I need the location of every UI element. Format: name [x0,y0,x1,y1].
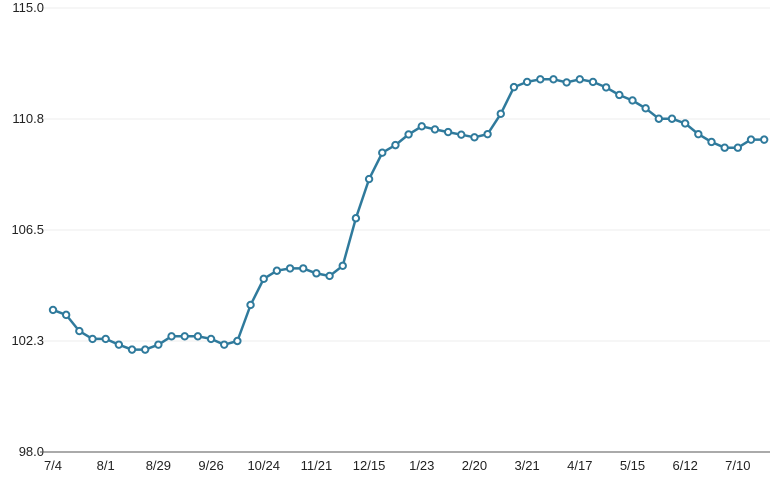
x-tick-label: 10/24 [247,458,280,473]
data-point [654,114,664,123]
data-point [127,345,137,354]
data-point [720,143,729,152]
x-tick-label: 2/20 [462,458,487,473]
data-point [325,271,334,281]
data-point [75,326,84,336]
x-tick-label: 11/21 [301,458,333,473]
y-tick-label: 110.8 [12,111,44,126]
data-point [707,137,716,147]
data-point [61,310,71,320]
data-point [193,332,203,341]
data-point [575,75,584,84]
data-point [206,334,216,344]
data-point [746,135,756,144]
data-point [351,214,361,223]
gridlines [40,7,770,342]
y-axis: 98.0 102.3 106.5 110.8 115.0 [11,0,44,459]
data-point [759,135,769,144]
data-point [48,305,58,315]
data-point [167,332,176,341]
data-point [588,77,598,87]
data-point [312,269,321,278]
data-point [536,75,545,84]
data-point [154,340,163,349]
x-tick-label: 8/1 [97,458,115,473]
data-point [628,96,637,105]
data-point [509,82,519,92]
data-point [364,174,374,184]
data-point [641,104,650,113]
data-point [496,109,505,118]
data-point [114,340,124,349]
data-point [180,332,189,341]
x-tick-label: 8/29 [146,458,171,473]
data-point [88,334,97,344]
data-point [733,143,743,152]
data-point [259,274,268,284]
x-tick-label: 4/17 [567,458,592,473]
data-point [233,336,242,346]
y-tick-label: 98.0 [19,444,44,459]
data-point [680,119,690,128]
x-tick-label: 6/12 [673,458,698,473]
y-tick-label: 106.5 [11,222,44,237]
data-point [549,75,558,84]
x-tick-label: 9/26 [198,458,223,473]
data-point [443,127,453,137]
data-points [48,75,769,354]
data-point [430,125,440,134]
data-point [522,77,532,87]
data-point [417,122,426,131]
data-point [272,266,282,275]
data-point [140,345,150,354]
data-point [246,300,255,310]
x-tick-label: 7/4 [44,458,62,473]
data-point [667,114,677,123]
data-point [562,78,571,87]
data-point [299,264,308,273]
data-point [457,130,466,139]
data-point [404,130,413,139]
data-point [391,140,400,150]
data-point [285,264,295,273]
x-axis: 7/4 8/1 8/29 9/26 10/24 11/21 12/15 1/23 2/20 3/2… [44,458,751,473]
data-point [220,340,229,349]
data-point [601,83,611,92]
x-tick-label: 1/23 [409,458,434,473]
data-point [338,261,347,270]
y-tick-label: 115.0 [12,0,44,15]
data-point [483,129,492,139]
x-tick-label: 3/21 [514,458,539,473]
x-tick-label: 5/15 [620,458,645,473]
data-point [615,90,624,100]
data-point [101,334,110,344]
data-point [378,148,387,157]
data-point [470,133,479,142]
data-point [694,129,703,139]
x-tick-label: 12/15 [353,458,386,473]
y-tick-label: 102.3 [11,333,44,348]
x-tick-label: 7/10 [725,458,750,473]
